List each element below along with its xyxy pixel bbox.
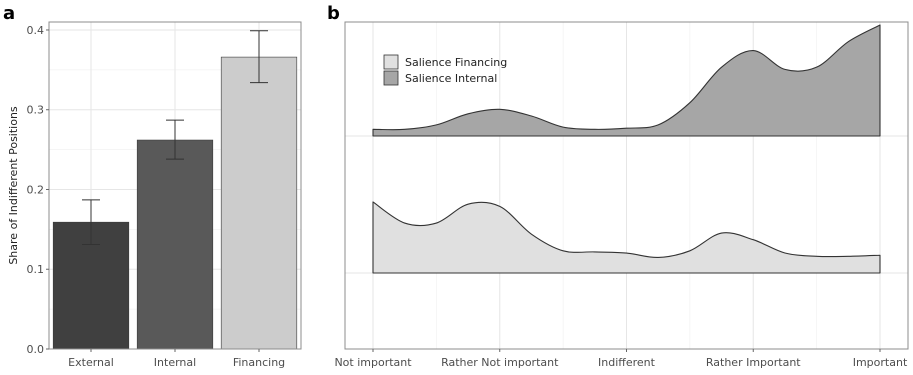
x-tick-label: Rather Important — [706, 356, 801, 369]
legend-label: Salience Internal — [405, 72, 497, 85]
error-bar — [166, 119, 184, 160]
x-tick-label: Important — [853, 356, 908, 369]
legend: Salience Financing Salience Internal — [383, 54, 507, 86]
panel-a-letter: a — [3, 3, 15, 24]
y-tick-label: 0.0 — [27, 343, 45, 356]
bar-chart-panel: 0.0 0.1 0.2 0.3 0.4 External Internal Financing… — [7, 21, 302, 369]
x-tick-label: Financing — [233, 356, 285, 369]
y-tick-label: 0.4 — [27, 24, 45, 37]
y-tick-label: 0.2 — [27, 183, 45, 196]
error-bar — [250, 30, 268, 84]
density-salience-financing — [372, 201, 881, 274]
legend-label: Salience Financing — [405, 56, 507, 69]
legend-key — [383, 70, 399, 86]
bar-financing — [220, 56, 298, 350]
density-salience-internal — [372, 24, 881, 137]
y-tick-label: 0.3 — [27, 104, 45, 117]
error-bar — [82, 199, 100, 246]
x-tick-label: External — [68, 356, 114, 369]
bar-internal — [136, 139, 214, 350]
x-tick-label: Internal — [154, 356, 196, 369]
legend-key — [383, 54, 399, 70]
ridgeline-chart-panel: Not important Rather Not important Indiffe… — [334, 21, 909, 369]
x-tick-label: Not important — [334, 356, 412, 369]
panel-b-letter: b — [327, 3, 340, 24]
y-tick-label: 0.1 — [27, 263, 45, 276]
y-axis-title: Share of Indifferent Positions — [7, 106, 20, 265]
x-tick-label: Indifferent — [598, 356, 656, 369]
x-tick-label: Rather Not important — [441, 356, 559, 369]
